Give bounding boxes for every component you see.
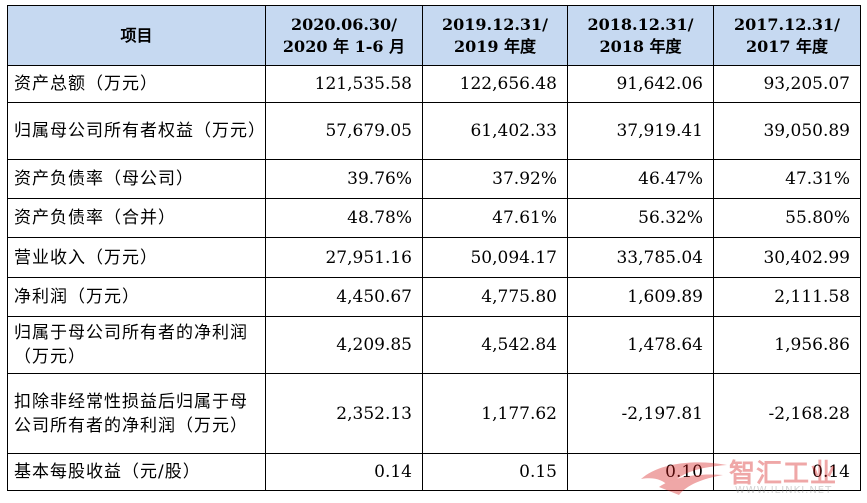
row-value: 50,094.17 bbox=[422, 237, 568, 278]
table-row: 净利润（万元） 4,450.67 4,775.80 1,609.89 2,111… bbox=[7, 277, 861, 317]
row-value: 55.80% bbox=[713, 198, 861, 238]
row-label: 净利润（万元） bbox=[7, 277, 266, 317]
row-value: 30,402.99 bbox=[713, 237, 861, 278]
header-period-2020h1: 2020.06.30/ 2020 年 1-6 月 bbox=[265, 5, 423, 66]
row-value: 56.32% bbox=[567, 198, 714, 238]
row-value: 57,679.05 bbox=[265, 102, 423, 160]
row-value: 0.14 bbox=[265, 453, 423, 491]
row-value: 93,205.07 bbox=[713, 65, 861, 103]
table-row: 扣除非经常性损益后归属于母公司所有者的净利润（万元） 2,352.13 1,17… bbox=[7, 373, 861, 454]
row-label: 扣除非经常性损益后归属于母公司所有者的净利润（万元） bbox=[7, 373, 266, 454]
row-label: 归属于母公司所有者的净利润（万元） bbox=[7, 316, 266, 374]
financial-summary-table: 项目 2020.06.30/ 2020 年 1-6 月 2019.12.31/ … bbox=[7, 5, 861, 491]
row-value: 2,352.13 bbox=[265, 373, 423, 454]
header-period-2017: 2017.12.31/ 2017 年度 bbox=[713, 5, 861, 66]
row-value: 27,951.16 bbox=[265, 237, 423, 278]
row-value: 4,542.84 bbox=[422, 316, 568, 374]
row-value: 47.61% bbox=[422, 198, 568, 238]
row-label: 资产负债率（母公司） bbox=[7, 159, 266, 199]
row-value: 0.10 bbox=[567, 453, 714, 491]
row-value: 37.92% bbox=[422, 159, 568, 199]
row-value: -2,168.28 bbox=[713, 373, 861, 454]
header-period-line1: 2020.06.30/ bbox=[290, 14, 398, 34]
table-row: 资产总额（万元） 121,535.58 122,656.48 91,642.06… bbox=[7, 65, 861, 103]
row-value: 1,956.86 bbox=[713, 316, 861, 374]
row-label: 营业收入（万元） bbox=[7, 237, 266, 278]
row-value: 122,656.48 bbox=[422, 65, 568, 103]
header-period-line2: 2020 年 1-6 月 bbox=[282, 36, 406, 56]
header-period-line2: 2019 年度 bbox=[453, 36, 537, 56]
row-value: 4,775.80 bbox=[422, 277, 568, 317]
header-period-2019: 2019.12.31/ 2019 年度 bbox=[422, 5, 568, 66]
row-label: 资产总额（万元） bbox=[7, 65, 266, 103]
row-value: 48.78% bbox=[265, 198, 423, 238]
header-period-2018: 2018.12.31/ 2018 年度 bbox=[567, 5, 714, 66]
row-value: 47.31% bbox=[713, 159, 861, 199]
row-value: 4,209.85 bbox=[265, 316, 423, 374]
row-value: 0.14 bbox=[713, 453, 861, 491]
table-row: 归属母公司所有者权益（万元） 57,679.05 61,402.33 37,91… bbox=[7, 102, 861, 160]
row-value: 1,609.89 bbox=[567, 277, 714, 317]
header-period-line1: 2017.12.31/ bbox=[733, 14, 841, 34]
row-label: 归属母公司所有者权益（万元） bbox=[7, 102, 266, 160]
row-value: 121,535.58 bbox=[265, 65, 423, 103]
row-value: 0.15 bbox=[422, 453, 568, 491]
row-value: 91,642.06 bbox=[567, 65, 714, 103]
table-row: 基本每股收益（元/股） 0.14 0.15 0.10 0.14 bbox=[7, 453, 861, 491]
row-label: 基本每股收益（元/股） bbox=[7, 453, 266, 491]
header-item: 项目 bbox=[7, 5, 266, 66]
row-value: 39.76% bbox=[265, 159, 423, 199]
row-value: 39,050.89 bbox=[713, 102, 861, 160]
row-value: 4,450.67 bbox=[265, 277, 423, 317]
table-row: 归属于母公司所有者的净利润（万元） 4,209.85 4,542.84 1,47… bbox=[7, 316, 861, 374]
table-row: 资产负债率（母公司） 39.76% 37.92% 46.47% 47.31% bbox=[7, 159, 861, 199]
row-value: 46.47% bbox=[567, 159, 714, 199]
row-value: 1,478.64 bbox=[567, 316, 714, 374]
table-row: 营业收入（万元） 27,951.16 50,094.17 33,785.04 3… bbox=[7, 237, 861, 278]
header-period-line1: 2018.12.31/ bbox=[587, 14, 694, 34]
row-value: 37,919.41 bbox=[567, 102, 714, 160]
row-value: -2,197.81 bbox=[567, 373, 714, 454]
header-period-line2: 2017 年度 bbox=[745, 36, 829, 56]
row-value: 61,402.33 bbox=[422, 102, 568, 160]
table-header-row: 项目 2020.06.30/ 2020 年 1-6 月 2019.12.31/ … bbox=[7, 5, 861, 66]
header-period-line2: 2018 年度 bbox=[599, 36, 682, 56]
header-period-line1: 2019.12.31/ bbox=[441, 14, 549, 34]
row-value: 33,785.04 bbox=[567, 237, 714, 278]
row-label: 资产负债率（合并） bbox=[7, 198, 266, 238]
row-value: 2,111.58 bbox=[713, 277, 861, 317]
row-value: 1,177.62 bbox=[422, 373, 568, 454]
table-row: 资产负债率（合并） 48.78% 47.61% 56.32% 55.80% bbox=[7, 198, 861, 238]
